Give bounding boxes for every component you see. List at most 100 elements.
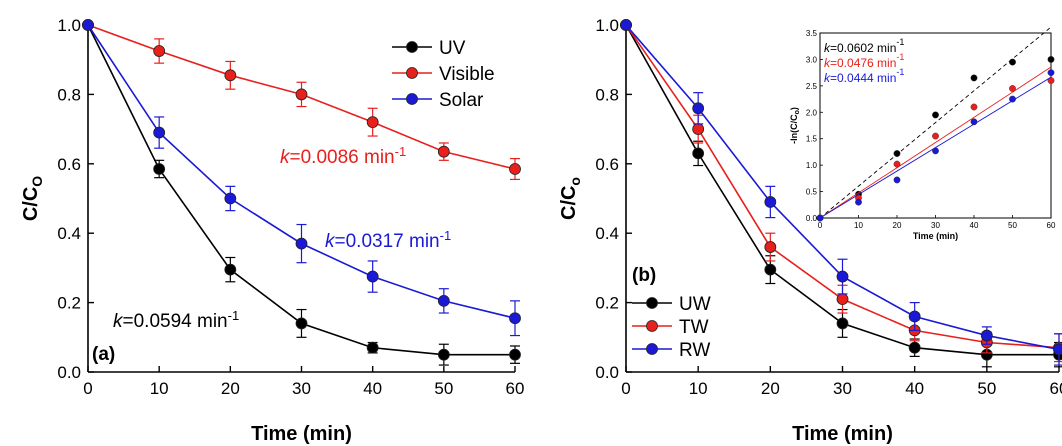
legend-marker: [646, 320, 658, 332]
x-tick-label: 60: [506, 379, 525, 398]
inset-y-tick-label: 2.5: [806, 82, 818, 91]
data-point: [1053, 343, 1062, 356]
inset-y-axis-label: -ln(C/Co): [789, 107, 801, 144]
x-tick-label: 20: [761, 379, 780, 398]
y-tick-label: 0.0: [595, 363, 619, 382]
inset-data-point: [893, 150, 901, 157]
x-axis-label: Time (min): [792, 423, 893, 445]
data-point: [509, 348, 521, 361]
annotation-value: =0.0086 min: [290, 147, 395, 168]
y-axis-label: C/Co: [558, 177, 583, 220]
x-axis-label: Time (min): [251, 423, 352, 445]
annotation-superscript: -1: [896, 67, 904, 77]
inset-data-point: [932, 147, 939, 155]
data-point: [764, 241, 777, 253]
inset-data-point: [1047, 56, 1055, 63]
panel-a-series-visible: [82, 19, 521, 181]
inset-series-2: [816, 69, 1055, 222]
inset-fit-line: [819, 26, 1052, 219]
annotation-superscript: -1: [896, 52, 904, 62]
annotation-superscript: -1: [440, 228, 452, 243]
annotation-value: =0.0317 min: [335, 231, 440, 252]
inset-data-point: [970, 118, 978, 126]
y-axis-label-main: C/C: [20, 187, 42, 221]
y-tick-label: 0.4: [595, 224, 619, 243]
x-tick-label: 50: [977, 379, 996, 398]
inset-data-point: [970, 74, 978, 82]
y-tick-label: 0.8: [57, 85, 81, 104]
inset-data-point: [855, 198, 862, 206]
inset-rate-annotation: k=0.0602 min-1: [824, 37, 904, 55]
legend-label: UW: [679, 294, 711, 315]
annotation-k: k: [280, 147, 291, 168]
annotation-value: =0.0594 min: [123, 311, 228, 332]
inset-x-tick-label: 60: [1047, 221, 1056, 230]
data-point: [224, 69, 237, 82]
y-tick-label: 1.0: [57, 16, 81, 35]
data-point: [980, 329, 993, 342]
panel-a-rate-annotation: k=0.0594 min-1: [113, 308, 239, 332]
annotation-k: k: [824, 41, 831, 55]
data-point: [295, 88, 308, 101]
panel-b-axes: 0 10 20 30 40 50 60 0.0 0.2 0.4 0.6 0.8 1.0 Time (min…: [558, 16, 1062, 445]
data-point: [224, 263, 237, 276]
legend-label: Visible: [439, 64, 495, 85]
inset-x-tick-label: 50: [1008, 221, 1017, 230]
annotation-k: k: [824, 71, 831, 85]
data-point: [836, 293, 849, 306]
data-point: [153, 163, 166, 175]
annotation-superscript: -1: [228, 308, 240, 323]
annotation-k: k: [113, 311, 124, 332]
data-point: [509, 163, 521, 175]
data-point: [692, 123, 705, 136]
inset-y-tick-label: 0.0: [806, 214, 818, 223]
data-point: [620, 19, 632, 31]
legend-label: Solar: [439, 90, 484, 111]
inset-x-axis-label: Time (min): [913, 231, 958, 241]
y-tick-label: 0.6: [57, 155, 81, 174]
x-tick-label: 60: [1050, 379, 1062, 398]
data-point: [153, 126, 166, 139]
inset-y-tick-label: 3.0: [806, 55, 818, 64]
y-tick-label: 0.2: [595, 294, 619, 313]
annotation-superscript: -1: [395, 144, 407, 159]
data-point: [437, 348, 450, 361]
inset-data-point: [893, 160, 901, 168]
inset-x-tick-label: 40: [970, 221, 979, 230]
y-tick-label: 0.4: [57, 224, 81, 243]
legend-label: TW: [679, 317, 709, 338]
panel-a-rate-annotation: k=0.0317 min-1: [325, 228, 451, 252]
data-point: [764, 196, 777, 208]
data-point: [836, 270, 849, 283]
legend-marker: [646, 343, 658, 355]
data-point: [295, 237, 308, 250]
y-axis-label-subscript: O: [29, 176, 45, 187]
x-tick-label: 30: [833, 379, 852, 398]
annotation-k: k: [325, 231, 336, 252]
data-point: [509, 312, 521, 325]
y-axis-label: C/CO: [20, 176, 45, 221]
y-axis-label-subscript: o: [567, 177, 583, 186]
inset-y-tick-label: 0.5: [806, 188, 818, 197]
annotation-value: =0.0444 min: [830, 71, 896, 85]
inset-data-point: [970, 103, 978, 111]
panel-a-label: (a): [92, 344, 115, 365]
panel-a-legend: UV Visible Solar: [392, 38, 495, 111]
inset-data-point: [932, 111, 939, 119]
annotation-k: k: [824, 56, 831, 70]
x-tick-label: 10: [689, 379, 708, 398]
data-point: [437, 294, 450, 307]
x-tick-label: 40: [905, 379, 924, 398]
y-axis-label-main: C/C: [558, 186, 580, 220]
y-tick-label: 1.0: [595, 16, 619, 35]
legend-marker: [646, 297, 658, 309]
inset-x-tick-label: 10: [854, 221, 863, 230]
panel-b-series-rw: [620, 19, 1062, 366]
x-tick-label: 0: [83, 379, 92, 398]
legend-marker: [406, 67, 418, 79]
inset-y-label-main: -ln(C/C: [789, 114, 799, 144]
data-point: [295, 317, 308, 330]
legend-label: UV: [439, 38, 466, 59]
data-point: [82, 19, 94, 31]
